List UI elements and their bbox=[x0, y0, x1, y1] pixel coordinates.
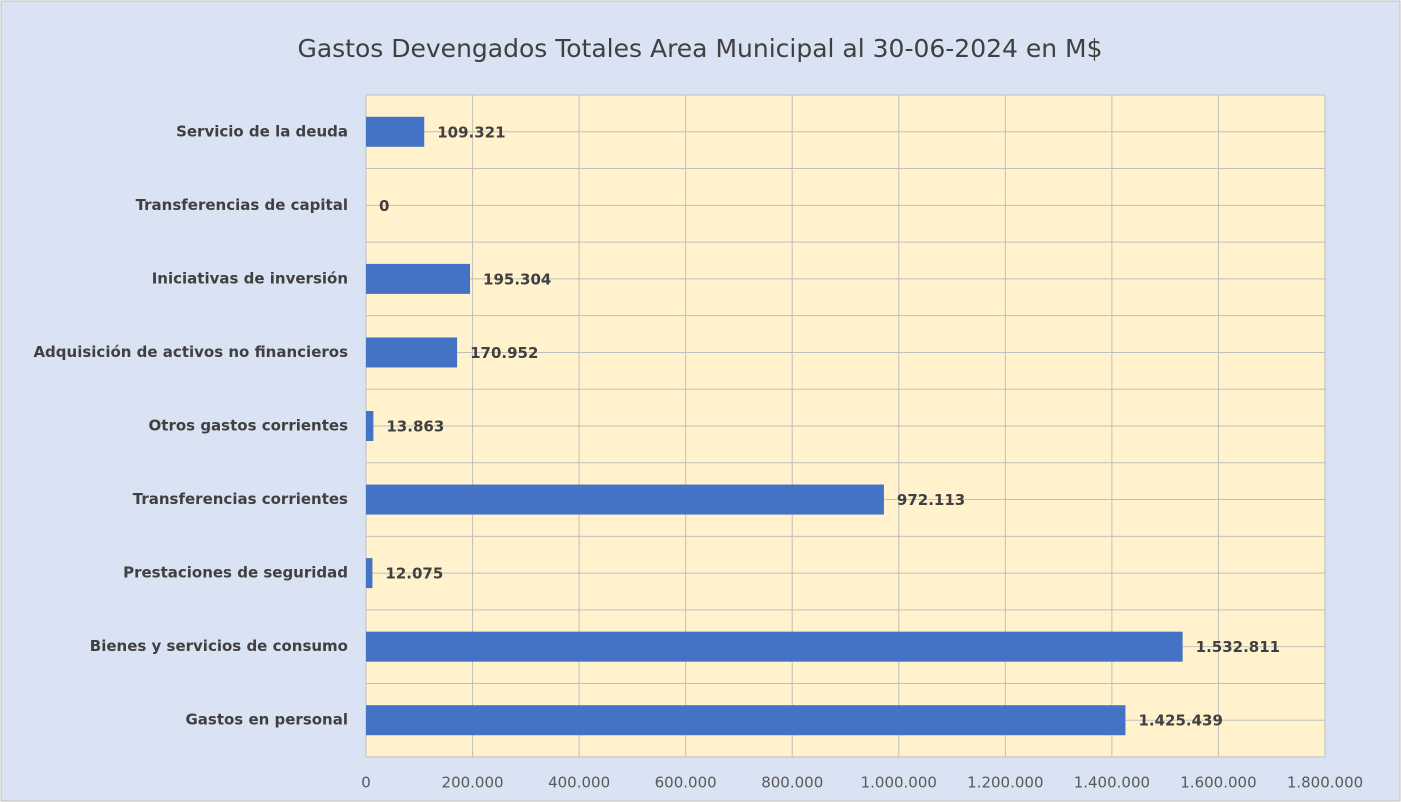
y-tick-label: Adquisición de activos no financieros bbox=[33, 343, 348, 361]
x-tick-label: 1.200.000 bbox=[967, 774, 1043, 792]
bar bbox=[366, 337, 458, 368]
data-label: 1.425.439 bbox=[1138, 712, 1222, 730]
x-tick-label: 200.000 bbox=[442, 774, 504, 792]
data-label: 195.304 bbox=[483, 270, 551, 288]
bar bbox=[366, 631, 1183, 662]
bar bbox=[366, 263, 471, 294]
y-tick-label: Transferencias corrientes bbox=[133, 490, 348, 508]
x-tick-label: 400.000 bbox=[548, 774, 610, 792]
bar bbox=[366, 484, 884, 515]
x-tick-label: 1.000.000 bbox=[861, 774, 937, 792]
x-tick-label: 600.000 bbox=[655, 774, 717, 792]
x-tick-label: 0 bbox=[361, 774, 371, 792]
data-label: 109.321 bbox=[437, 123, 505, 141]
data-label: 170.952 bbox=[470, 344, 538, 362]
chart-title: Gastos Devengados Totales Area Municipal… bbox=[297, 34, 1102, 63]
y-tick-label: Bienes y servicios de consumo bbox=[90, 637, 348, 655]
bar bbox=[366, 558, 373, 589]
data-label: 0 bbox=[379, 197, 389, 215]
y-tick-label: Transferencias de capital bbox=[136, 196, 348, 214]
bar bbox=[366, 705, 1126, 736]
bar bbox=[366, 116, 425, 147]
data-label: 972.113 bbox=[897, 491, 965, 509]
y-tick-label: Otros gastos corrientes bbox=[149, 417, 349, 435]
y-tick-label: Prestaciones de seguridad bbox=[123, 564, 348, 582]
x-tick-label: 1.400.000 bbox=[1074, 774, 1150, 792]
data-label: 12.075 bbox=[385, 565, 443, 583]
data-label: 13.863 bbox=[386, 418, 444, 436]
x-tick-label: 800.000 bbox=[761, 774, 823, 792]
y-tick-label: Servicio de la deuda bbox=[176, 122, 348, 140]
y-tick-label: Iniciativas de inversión bbox=[152, 269, 348, 287]
bar bbox=[366, 411, 374, 441]
y-tick-label: Gastos en personal bbox=[185, 711, 348, 729]
data-label: 1.532.811 bbox=[1196, 638, 1280, 656]
x-tick-label: 1.600.000 bbox=[1180, 774, 1256, 792]
x-tick-label: 1.800.000 bbox=[1287, 774, 1363, 792]
